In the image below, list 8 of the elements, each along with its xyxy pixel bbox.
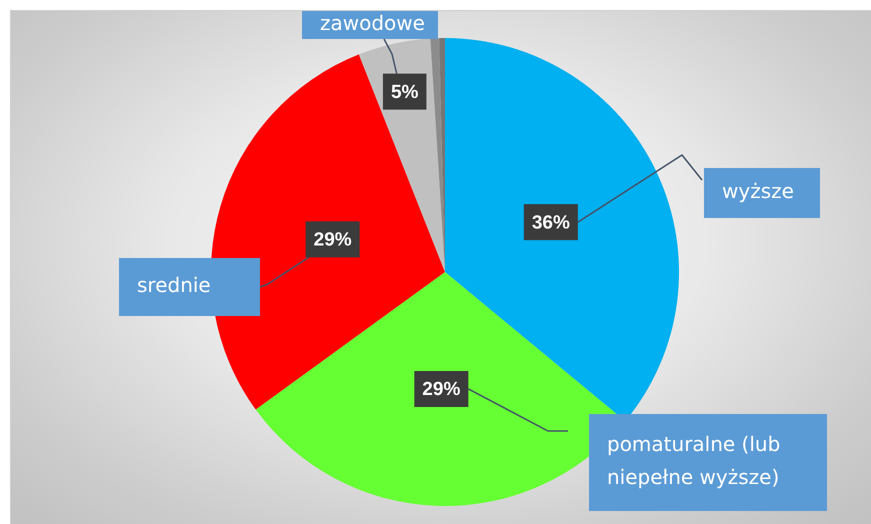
data-label: 5% <box>390 82 419 103</box>
data-label: 29% <box>314 230 352 251</box>
data-label: 29% <box>422 379 460 400</box>
slice-label: zawodowe <box>320 11 425 36</box>
slice-label: srednie <box>137 273 211 298</box>
data-label: 36% <box>532 212 570 234</box>
slice-label: pomaturalne (lub niepełne wyższe) <box>607 432 780 490</box>
slice-label: wyższe <box>722 179 794 204</box>
